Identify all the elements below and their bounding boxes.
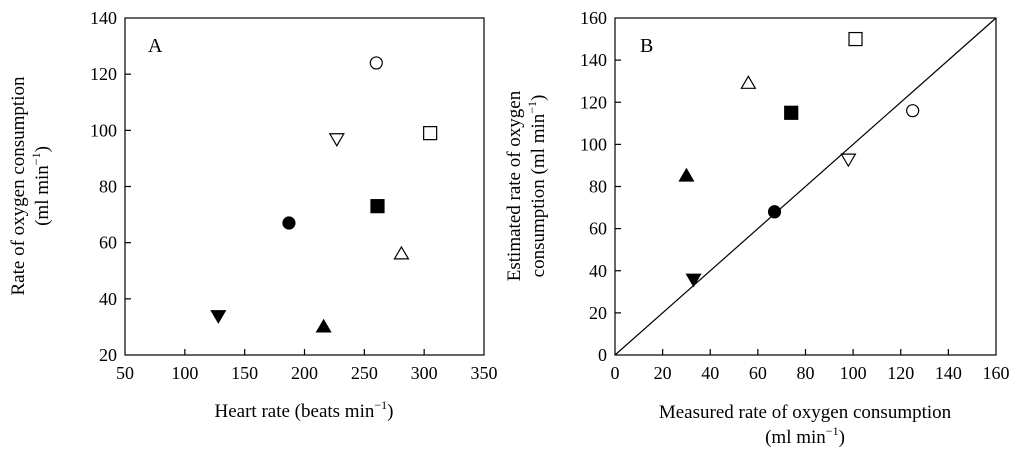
data-point-open-triangle-up	[393, 245, 410, 260]
data-point-filled-circle	[282, 216, 296, 230]
y-tick-label: 60	[99, 233, 117, 253]
panel-a-frame	[124, 17, 485, 356]
x-tick-label: 100	[171, 363, 198, 383]
x-tick-label: 80	[797, 363, 815, 383]
data-point-open-triangle-down	[328, 133, 345, 147]
y-tick-label: 120	[580, 92, 607, 112]
data-point-open-square	[848, 31, 863, 47]
panel-b-points	[678, 31, 920, 288]
data-point-filled-triangle-up	[678, 167, 695, 182]
x-tick-label: 150	[231, 363, 258, 383]
y-tick-label: 140	[90, 8, 117, 28]
x-tick-label: 140	[935, 363, 962, 383]
x-tick-label: 160	[983, 363, 1010, 383]
data-point-open-triangle-down	[840, 153, 857, 168]
y-tick-label: 100	[90, 120, 117, 140]
y-tick-label: 0	[598, 345, 607, 365]
panel-b-y-axis-label-line2: consumption (ml min−1)	[525, 95, 549, 278]
y-tick-label: 160	[580, 8, 607, 28]
data-point-open-square	[423, 126, 438, 141]
y-tick-label: 80	[589, 177, 607, 197]
panel-a-y-axis-label-sup: −1	[29, 152, 43, 165]
panel-b-y-axis-label-line2-text: consumption (ml min	[528, 113, 549, 277]
panel-b-x-axis-label-line1: Measured rate of oxygen consumption	[659, 402, 952, 423]
panel-b-y-ticks: 0 20 40 60 80 100 120 140 160	[580, 8, 621, 365]
panel-b-x-ticks: 0 20 40 60 80 100 120 140 160	[611, 349, 1010, 383]
panel-a-y-axis-label-line1: Rate of oxygen consumption	[8, 76, 29, 295]
panel-b-y-axis-label-sup: −1	[525, 101, 539, 114]
panel-a-x-axis-label: Heart rate (beats min−1)	[215, 398, 394, 422]
data-point-filled-circle	[767, 205, 782, 219]
panel-b-chart: B 0 20 40 60 80 100 120 140 160 0 20 40 60 80 100 120 1…	[504, 8, 1010, 448]
panel-b-y-axis-label-line1: Estimated rate of oxygen	[504, 90, 525, 281]
panel-a-label: A	[148, 35, 163, 57]
x-tick-label: 350	[471, 363, 498, 383]
panel-b-y-axis-label-tail: )	[528, 95, 549, 101]
x-tick-label: 100	[840, 363, 867, 383]
x-tick-label: 60	[749, 363, 767, 383]
data-point-filled-square	[370, 199, 385, 214]
panel-a-y-axis-label-tail: )	[32, 146, 53, 152]
panel-a-x-ticks: 50 100 150 200 250 300 350	[116, 349, 498, 383]
y-tick-label: 20	[589, 303, 607, 323]
x-tick-label: 20	[654, 363, 672, 383]
panel-b-label: B	[640, 35, 653, 57]
y-tick-label: 20	[99, 345, 117, 365]
panel-a-x-axis-label-sup: −1	[374, 398, 387, 412]
panel-a-chart: A 50 100 150 200 250 300 350 20 40 60 80 100 120 140…	[8, 8, 498, 422]
panel-a-x-axis-label-text: Heart rate (beats min	[215, 401, 375, 422]
data-point-filled-triangle-up	[315, 318, 332, 333]
panel-b-identity-line	[614, 17, 997, 356]
panel-a-y-axis-label-line2: (ml min−1)	[29, 146, 53, 226]
y-tick-label: 40	[589, 261, 607, 281]
y-tick-label: 120	[90, 64, 117, 84]
x-tick-label: 50	[116, 363, 134, 383]
x-tick-label: 0	[611, 363, 620, 383]
panel-a-y-ticks: 20 40 60 80 100 120 140	[90, 8, 131, 365]
data-point-filled-triangle-down	[685, 273, 702, 288]
x-tick-label: 300	[411, 363, 438, 383]
panel-a-y-axis-label-line2-text: (ml min	[32, 165, 53, 226]
panel-b-x-axis-label-sup: −1	[826, 424, 839, 438]
panel-b-y-axis-label: Estimated rate of oxygen consumption (ml…	[504, 90, 549, 281]
panel-a-y-axis-label: Rate of oxygen consumption (ml min−1)	[8, 76, 53, 295]
y-tick-label: 100	[580, 134, 607, 154]
data-point-open-circle	[369, 56, 383, 70]
y-tick-label: 40	[99, 289, 117, 309]
y-tick-label: 60	[589, 219, 607, 239]
panel-b-x-axis-label-line2-text: (ml min	[765, 427, 826, 448]
data-point-open-triangle-up	[740, 75, 757, 89]
x-tick-label: 250	[351, 363, 378, 383]
y-tick-label: 80	[99, 177, 117, 197]
x-tick-label: 200	[291, 363, 318, 383]
y-tick-label: 140	[580, 50, 607, 70]
x-tick-label: 40	[701, 363, 719, 383]
data-point-filled-triangle-down	[210, 310, 227, 324]
panel-a-x-axis-label-tail: )	[387, 401, 393, 422]
panel-b-x-axis-label-tail: )	[839, 427, 845, 448]
panel-b-x-axis-label-line2: (ml min−1)	[765, 424, 845, 448]
x-tick-label: 120	[887, 363, 914, 383]
data-point-filled-square	[784, 105, 799, 120]
panel-a-points	[210, 56, 438, 333]
data-point-open-circle	[906, 104, 920, 118]
